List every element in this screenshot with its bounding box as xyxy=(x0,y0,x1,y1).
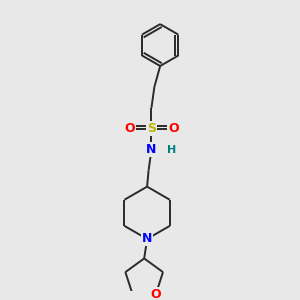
Text: O: O xyxy=(151,288,161,300)
Text: H: H xyxy=(167,145,177,155)
Text: O: O xyxy=(124,122,135,135)
Text: N: N xyxy=(142,232,152,245)
Text: S: S xyxy=(147,122,156,135)
Text: N: N xyxy=(146,143,157,156)
Text: O: O xyxy=(168,122,178,135)
